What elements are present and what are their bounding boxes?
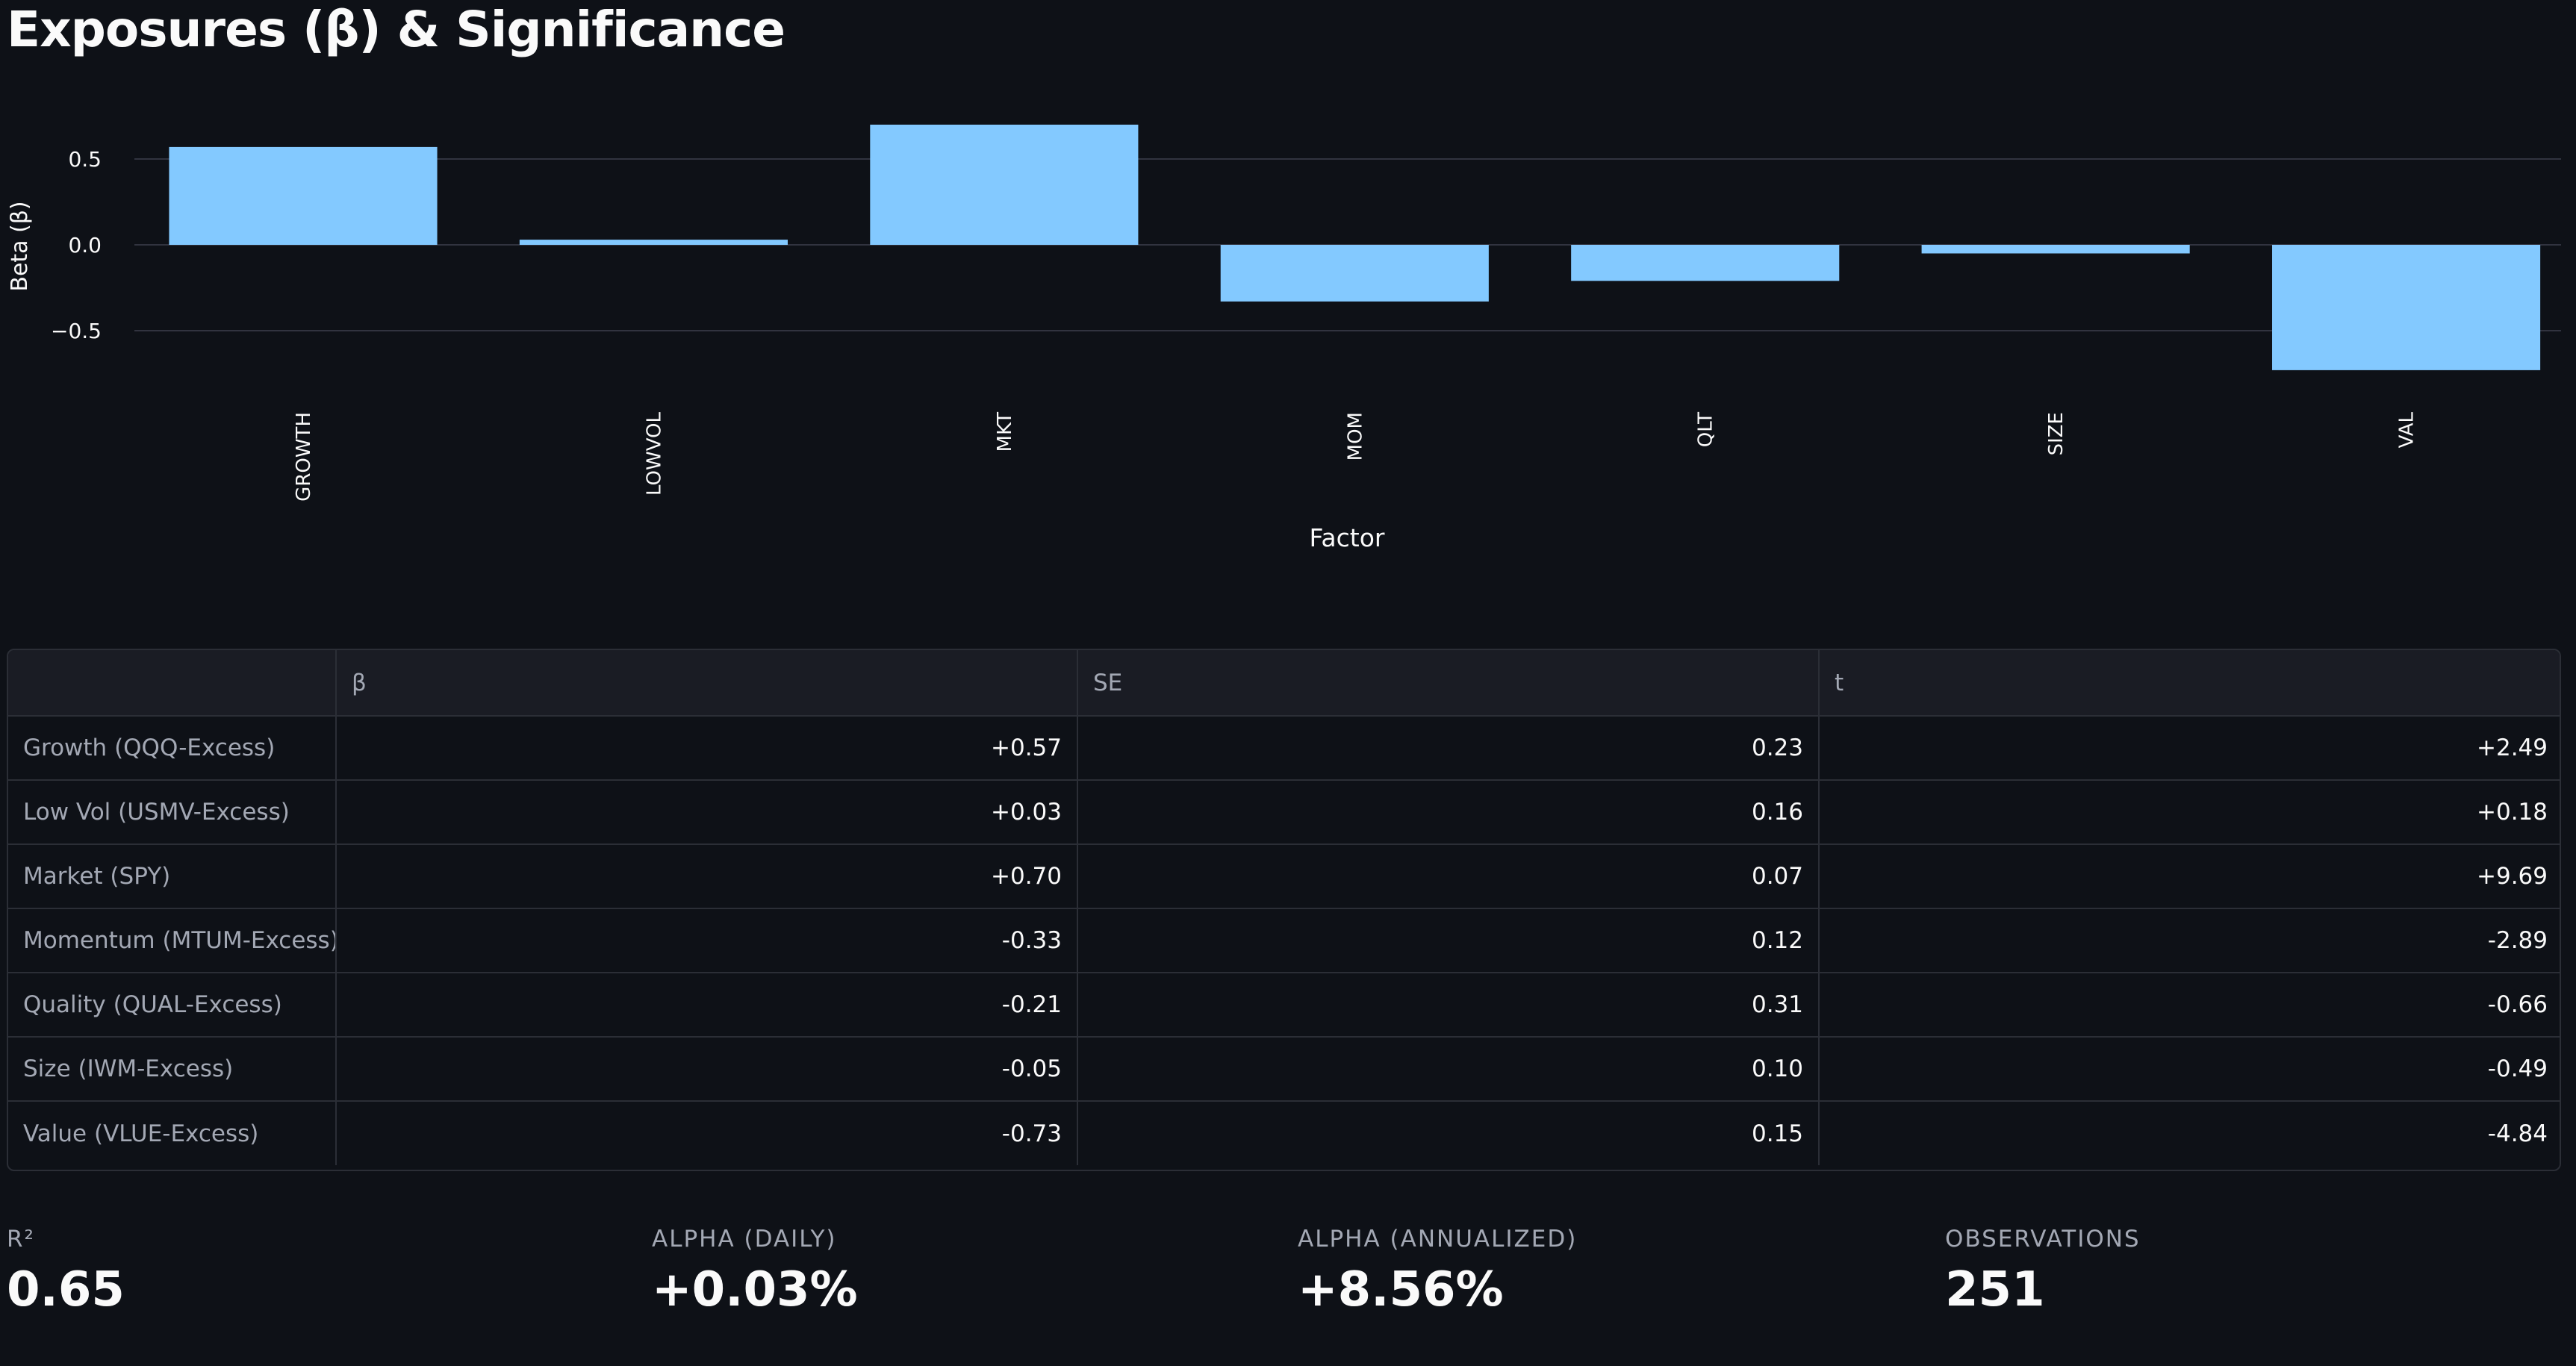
metric-r2: R² 0.65 xyxy=(7,1224,619,1320)
chart-y-axis-label: Beta (β) xyxy=(7,201,33,291)
chart-x-axis-label: Factor xyxy=(1309,523,1384,552)
beta-bar-chart: 0.50.0−0.5 GROWTH LOWVOL MKT MOM QLT SIZE VAL … xyxy=(7,125,2561,552)
table-row: Growth (QQQ-Excess) +0.57 0.23 +2.49 xyxy=(8,716,2560,781)
metric-alpha-daily: ALPHA (DAILY) +0.03% xyxy=(652,1224,1264,1320)
table-header-t[interactable]: t xyxy=(1819,650,2560,717)
metric-label: R² xyxy=(7,1226,35,1253)
bar-size[interactable] xyxy=(1921,245,2190,254)
se-cell[interactable]: 0.15 xyxy=(1077,1101,1820,1165)
table-row: Momentum (MTUM-Excess) -0.33 0.12 -2.89 xyxy=(8,908,2560,973)
x-tick-label: MOM xyxy=(1344,412,1366,461)
row-label[interactable]: Value (VLUE-Excess) xyxy=(8,1101,337,1165)
row-label[interactable]: Quality (QUAL-Excess) xyxy=(8,973,337,1038)
metric-observations: OBSERVATIONS 251 xyxy=(1945,1224,2557,1320)
page-title: Exposures (β) & Significance xyxy=(7,1,785,58)
metric-label: OBSERVATIONS xyxy=(1945,1226,2141,1253)
x-tick-label: GROWTH xyxy=(293,412,315,502)
metrics-row: R² 0.65 ALPHA (DAILY) +0.03% ALPHA (ANNU… xyxy=(0,1224,2576,1366)
beta-cell[interactable]: -0.21 xyxy=(336,973,1078,1038)
regression-table-grid: β SE t Growth (QQQ-Excess) +0.57 0.23 +2… xyxy=(8,650,2560,1165)
table-header-beta[interactable]: β xyxy=(336,650,1078,717)
metric-alpha-annualized: ALPHA (ANNUALIZED) +8.56% xyxy=(1298,1224,1910,1320)
row-label[interactable]: Size (IWM-Excess) xyxy=(8,1037,337,1102)
t-cell[interactable]: -4.84 xyxy=(2487,1120,2548,1147)
metric-value: +8.56% xyxy=(1298,1262,1504,1317)
beta-cell[interactable]: -0.33 xyxy=(336,908,1078,973)
table-header-row: β SE t xyxy=(8,650,2560,717)
t-cell[interactable]: -2.89 xyxy=(1819,908,2560,973)
y-tick-label: 0.0 xyxy=(68,233,102,258)
bar-val[interactable] xyxy=(2272,245,2541,370)
bar-growth[interactable] xyxy=(169,146,438,245)
y-tick-label: 0.5 xyxy=(68,147,102,172)
bar-mkt[interactable] xyxy=(870,125,1139,245)
beta-cell[interactable]: +0.70 xyxy=(336,844,1078,909)
x-tick-label: VAL xyxy=(2396,411,2418,448)
chart-bars[interactable] xyxy=(169,125,2541,370)
chart-x-ticks: GROWTH LOWVOL MKT MOM QLT SIZE VAL xyxy=(293,411,2418,501)
se-cell[interactable]: 0.12 xyxy=(1077,908,1820,973)
bar-mom[interactable] xyxy=(1220,245,1489,302)
se-cell[interactable]: 0.31 xyxy=(1077,973,1820,1038)
se-cell[interactable]: 0.10 xyxy=(1077,1037,1820,1102)
metric-value: 0.65 xyxy=(7,1262,125,1317)
x-tick-label: QLT xyxy=(1695,412,1717,447)
t-cell[interactable]: -0.66 xyxy=(1819,973,2560,1038)
table-row: Market (SPY) +0.70 0.07 +9.69 xyxy=(8,844,2560,909)
metric-value: 251 xyxy=(1945,1262,2045,1317)
y-tick-label: −0.5 xyxy=(51,319,102,343)
se-cell[interactable]: 0.07 xyxy=(1077,844,1820,909)
beta-cell[interactable]: -0.73 xyxy=(336,1101,1078,1165)
t-cell[interactable]: +0.18 xyxy=(1819,780,2560,845)
t-cell[interactable]: +2.49 xyxy=(1819,716,2560,781)
x-tick-label: LOWVOL xyxy=(643,411,665,496)
table-row: Size (IWM-Excess) -0.05 0.10 -0.49 xyxy=(8,1037,2560,1102)
t-cell[interactable]: -0.49 xyxy=(1819,1037,2560,1102)
bar-qlt[interactable] xyxy=(1571,245,1840,281)
regression-table: β SE t Growth (QQQ-Excess) +0.57 0.23 +2… xyxy=(7,649,2561,1171)
chart-y-ticks: 0.5 0.0 −0.5 xyxy=(51,147,102,343)
beta-cell[interactable]: +0.57 xyxy=(336,716,1078,781)
table-row: Value (VLUE-Excess) -0.73 0.15 -4.84 xyxy=(8,1101,2560,1165)
se-cell[interactable]: 0.16 xyxy=(1077,780,1820,845)
se-cell[interactable]: 0.23 xyxy=(1077,716,1820,781)
beta-cell[interactable]: -0.05 xyxy=(336,1037,1078,1102)
table-header-index[interactable] xyxy=(8,650,337,717)
x-tick-label: SIZE xyxy=(2045,412,2068,455)
row-label[interactable]: Growth (QQQ-Excess) xyxy=(8,716,337,781)
metric-value: +0.03% xyxy=(652,1262,858,1317)
x-tick-label: MKT xyxy=(994,412,1016,452)
t-cell[interactable]: +9.69 xyxy=(1819,844,2560,909)
row-label[interactable]: Low Vol (USMV-Excess) xyxy=(8,780,337,845)
table-row: Low Vol (USMV-Excess) +0.03 0.16 +0.18 xyxy=(8,780,2560,845)
table-row: Quality (QUAL-Excess) -0.21 0.31 -0.66 xyxy=(8,973,2560,1038)
table-header-se[interactable]: SE xyxy=(1077,650,1820,717)
metric-label: ALPHA (DAILY) xyxy=(652,1226,837,1253)
bar-lowvol[interactable] xyxy=(519,240,788,245)
row-label[interactable]: Momentum (MTUM-Excess) xyxy=(8,908,337,973)
row-label[interactable]: Market (SPY) xyxy=(8,844,337,909)
beta-cell[interactable]: +0.03 xyxy=(336,780,1078,845)
metric-label: ALPHA (ANNUALIZED) xyxy=(1298,1226,1578,1253)
